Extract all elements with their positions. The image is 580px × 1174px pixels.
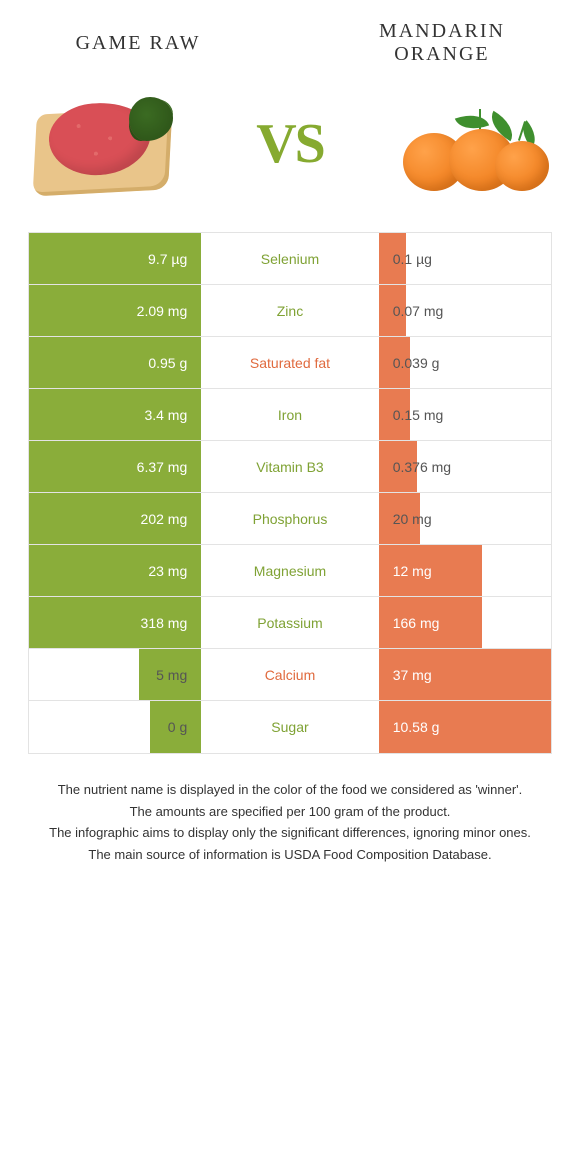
right-value-cell: 10.58 g xyxy=(379,701,551,753)
table-row: 6.37 mgVitamin B30.376 mg xyxy=(29,441,551,493)
right-value: 166 mg xyxy=(379,615,454,631)
hero-row: VS xyxy=(28,84,552,204)
left-value-cell: 6.37 mg xyxy=(29,441,201,492)
right-value: 0.15 mg xyxy=(379,407,458,423)
left-value-cell: 9.7 µg xyxy=(29,233,201,284)
table-row: 9.7 µgSelenium0.1 µg xyxy=(29,233,551,285)
left-value: 9.7 µg xyxy=(134,251,201,267)
footer-line: The nutrient name is displayed in the co… xyxy=(34,780,546,800)
right-value-cell: 12 mg xyxy=(379,545,551,596)
food-right-image xyxy=(397,84,552,204)
mandarin-oranges-icon xyxy=(397,89,552,199)
nutrient-name: Calcium xyxy=(201,649,378,700)
left-value-cell: 0 g xyxy=(29,701,201,753)
right-value: 37 mg xyxy=(379,667,446,683)
nutrient-name: Saturated fat xyxy=(201,337,378,388)
table-row: 202 mgPhosphorus20 mg xyxy=(29,493,551,545)
left-value: 0.95 g xyxy=(134,355,201,371)
footer-line: The infographic aims to display only the… xyxy=(34,823,546,843)
table-row: 3.4 mgIron0.15 mg xyxy=(29,389,551,441)
left-value-cell: 202 mg xyxy=(29,493,201,544)
raw-meat-icon xyxy=(31,89,181,199)
nutrient-name: Magnesium xyxy=(201,545,378,596)
food-right-title: Mandarin orange xyxy=(332,20,552,66)
table-row: 5 mgCalcium37 mg xyxy=(29,649,551,701)
right-value: 20 mg xyxy=(379,511,446,527)
left-value: 2.09 mg xyxy=(123,303,202,319)
left-value: 0 g xyxy=(154,719,201,735)
right-value-cell: 0.376 mg xyxy=(379,441,551,492)
nutrient-table: 9.7 µgSelenium0.1 µg2.09 mgZinc0.07 mg0.… xyxy=(28,232,552,754)
title-row: Game raw Mandarin orange xyxy=(28,20,552,66)
right-value-cell: 20 mg xyxy=(379,493,551,544)
footer-line: The main source of information is USDA F… xyxy=(34,845,546,865)
table-row: 318 mgPotassium166 mg xyxy=(29,597,551,649)
right-value: 0.376 mg xyxy=(379,459,465,475)
footer-notes: The nutrient name is displayed in the co… xyxy=(28,780,552,864)
right-value-cell: 0.1 µg xyxy=(379,233,551,284)
right-value-cell: 0.15 mg xyxy=(379,389,551,440)
left-value: 318 mg xyxy=(127,615,202,631)
food-left-image xyxy=(28,84,183,204)
table-row: 0.95 gSaturated fat0.039 g xyxy=(29,337,551,389)
nutrient-name: Selenium xyxy=(201,233,378,284)
nutrient-name: Iron xyxy=(201,389,378,440)
left-value-cell: 2.09 mg xyxy=(29,285,201,336)
left-value-cell: 5 mg xyxy=(29,649,201,700)
left-value: 23 mg xyxy=(134,563,201,579)
right-value-cell: 37 mg xyxy=(379,649,551,700)
left-value: 202 mg xyxy=(127,511,202,527)
left-value: 5 mg xyxy=(142,667,201,683)
right-value: 10.58 g xyxy=(379,719,454,735)
right-value: 0.039 g xyxy=(379,355,454,371)
right-value: 12 mg xyxy=(379,563,446,579)
table-row: 23 mgMagnesium12 mg xyxy=(29,545,551,597)
left-value: 6.37 mg xyxy=(123,459,202,475)
nutrient-name: Sugar xyxy=(201,701,378,753)
nutrient-name: Phosphorus xyxy=(201,493,378,544)
left-value-cell: 0.95 g xyxy=(29,337,201,388)
right-value: 0.07 mg xyxy=(379,303,458,319)
right-value-cell: 0.07 mg xyxy=(379,285,551,336)
table-row: 2.09 mgZinc0.07 mg xyxy=(29,285,551,337)
right-value-cell: 166 mg xyxy=(379,597,551,648)
left-value: 3.4 mg xyxy=(130,407,201,423)
footer-line: The amounts are specified per 100 gram o… xyxy=(34,802,546,822)
right-value: 0.1 µg xyxy=(379,251,446,267)
left-value-cell: 23 mg xyxy=(29,545,201,596)
nutrient-name: Zinc xyxy=(201,285,378,336)
nutrient-name: Potassium xyxy=(201,597,378,648)
food-left-title: Game raw xyxy=(28,32,248,55)
vs-label: VS xyxy=(256,112,324,176)
left-value-cell: 318 mg xyxy=(29,597,201,648)
left-value-cell: 3.4 mg xyxy=(29,389,201,440)
table-row: 0 gSugar10.58 g xyxy=(29,701,551,753)
infographic-container: Game raw Mandarin orange VS 9.7 xyxy=(0,0,580,896)
nutrient-name: Vitamin B3 xyxy=(201,441,378,492)
right-value-cell: 0.039 g xyxy=(379,337,551,388)
